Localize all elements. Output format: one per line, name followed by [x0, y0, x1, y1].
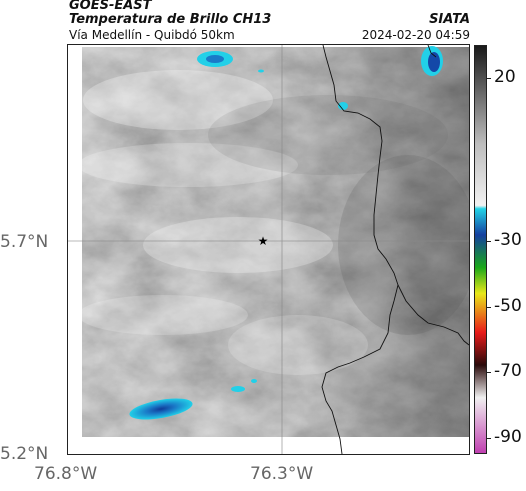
timestamp: 2024-02-20 04:59 — [361, 28, 470, 42]
lon-tick-76.3: 76.3°W — [250, 464, 314, 484]
product-title: Temperatura de Brillo CH13 — [69, 12, 272, 27]
colorbar-tick-label: -70 — [494, 361, 522, 382]
colorbar — [474, 45, 487, 454]
colorbar-tick — [486, 77, 491, 79]
colorbar-tick — [486, 241, 491, 243]
lat-tick-5.7: 5.7°N — [0, 232, 49, 252]
colorbar-tick — [486, 306, 491, 308]
location-marker-star-icon: ★ — [258, 234, 269, 248]
gridlines — [68, 45, 469, 454]
lat-tick-5.2: 5.2°N — [0, 444, 49, 464]
map-panel: ★ — [67, 44, 470, 455]
colorbar-fill — [475, 46, 486, 453]
brightness-temperature-map: ★ — [68, 45, 469, 454]
lon-tick-76.8: 76.8°W — [34, 464, 98, 484]
colorbar-tick-label: -90 — [494, 426, 522, 447]
agency-label: SIATA — [429, 12, 470, 27]
colorbar-tick-label: -50 — [494, 295, 522, 316]
satellite-name: GOES-EAST — [69, 0, 152, 13]
colorbar-tick — [486, 437, 491, 439]
municipal-border — [397, 284, 469, 346]
colorbar-tick-label: 20 — [494, 66, 516, 87]
department-border — [321, 45, 399, 454]
route-subtitle: Vía Medellín - Quibdó 50km — [69, 28, 235, 42]
cold-cloud-tops — [129, 46, 443, 420]
colorbar-tick-label: -30 — [494, 230, 522, 251]
cloud-field — [78, 47, 469, 437]
border-northeast — [427, 45, 437, 58]
colorbar-tick — [486, 372, 491, 374]
